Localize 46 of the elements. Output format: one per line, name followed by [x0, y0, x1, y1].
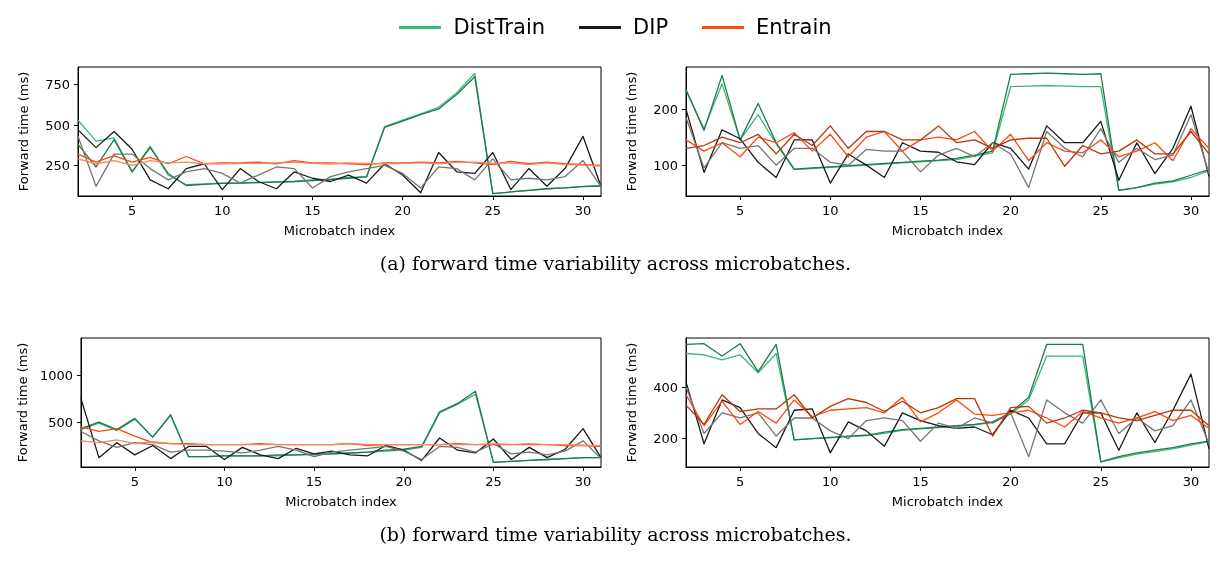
text: (b) forward time variability across microbatches.: [378, 523, 853, 545]
y-tick-label: 200: [653, 431, 678, 447]
y-axis-title: Forward time (ms): [16, 71, 31, 192]
y-tick-label: 500: [48, 414, 73, 430]
x-tick-label: 20: [1002, 474, 1019, 489]
x-axis-title: Microbatch index: [285, 494, 397, 509]
x-tick-label: 25: [485, 474, 502, 489]
y-tick-label: 400: [653, 379, 678, 395]
x-axis-title: Microbatch index: [891, 494, 1004, 509]
x-tick-label: 5: [127, 203, 137, 218]
x-tick-label: 15: [912, 203, 929, 218]
x-tick-label: 20: [394, 203, 411, 218]
y-axis-title: Forward time (ms): [15, 342, 30, 463]
y-tick-label: 200: [653, 101, 678, 117]
x-tick-label: 10: [214, 203, 231, 218]
x-tick-label: 30: [1182, 203, 1200, 218]
x-tick-label: 5: [735, 474, 745, 489]
x-tick-label: 25: [1092, 203, 1110, 218]
x-tick-label: 30: [574, 203, 592, 218]
x-tick-label: 20: [1002, 203, 1019, 218]
legend-label: DistTrain: [453, 15, 546, 39]
x-tick-label: 10: [822, 474, 839, 489]
x-axis-title: Microbatch index: [891, 223, 1004, 238]
x-tick-label: 15: [304, 203, 321, 218]
legend-label: DIP: [633, 15, 669, 39]
y-tick-label: 250: [45, 157, 70, 173]
y-axis-title: Forward time (ms): [624, 71, 639, 192]
x-tick-label: 25: [1092, 474, 1110, 489]
x-tick-label: 5: [735, 203, 745, 218]
x-tick-label: 10: [822, 203, 839, 218]
x-tick-label: 30: [574, 474, 592, 489]
x-tick-label: 15: [305, 474, 323, 489]
x-tick-label: 30: [1182, 474, 1200, 489]
x-tick-label: 15: [912, 474, 929, 489]
y-axis-title: Forward time (ms): [624, 342, 639, 463]
x-tick-label: 10: [216, 474, 233, 489]
x-tick-label: 5: [130, 474, 139, 489]
x-axis-title: Microbatch index: [283, 223, 396, 238]
x-tick-label: 20: [395, 474, 413, 489]
y-tick-label: 500: [45, 117, 70, 133]
y-tick-label: 100: [653, 157, 678, 173]
text: (a) forward time variability across microbatches.: [378, 252, 853, 274]
legend-label: Entrain: [756, 15, 832, 39]
y-tick-label: 750: [45, 77, 70, 93]
y-tick-label: 1000: [39, 367, 73, 383]
x-tick-label: 25: [484, 203, 502, 218]
